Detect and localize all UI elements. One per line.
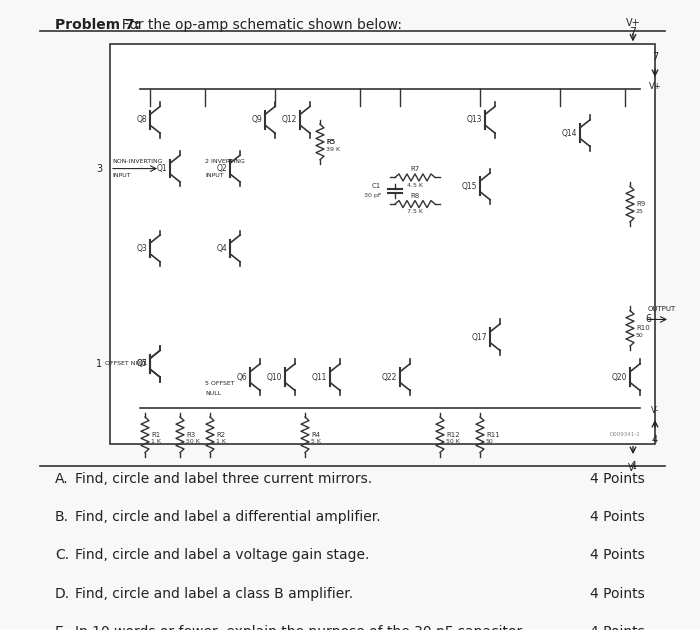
Text: D009341-1: D009341-1 bbox=[609, 432, 640, 437]
Text: R7: R7 bbox=[410, 166, 419, 172]
Text: Find, circle and label a voltage gain stage.: Find, circle and label a voltage gain st… bbox=[75, 548, 370, 563]
Text: Find, circle and label three current mirrors.: Find, circle and label three current mir… bbox=[75, 472, 372, 486]
Text: R4: R4 bbox=[311, 432, 320, 438]
Text: Q3: Q3 bbox=[136, 244, 147, 253]
Text: 6: 6 bbox=[645, 314, 651, 324]
Text: Q7: Q7 bbox=[136, 359, 147, 369]
Text: Q11: Q11 bbox=[312, 372, 327, 382]
Text: INPUT: INPUT bbox=[205, 173, 223, 178]
Text: OUTPUT: OUTPUT bbox=[648, 306, 676, 312]
Text: For the op-amp schematic shown below:: For the op-amp schematic shown below: bbox=[113, 18, 402, 32]
Text: V+: V+ bbox=[626, 18, 641, 28]
Text: V-: V- bbox=[651, 406, 659, 415]
Text: 39 K: 39 K bbox=[326, 147, 340, 152]
Text: 7: 7 bbox=[629, 27, 636, 37]
Text: 4 Points: 4 Points bbox=[590, 548, 645, 563]
Text: R1: R1 bbox=[151, 432, 160, 438]
Text: V+: V+ bbox=[649, 82, 661, 91]
Text: 7: 7 bbox=[652, 52, 658, 62]
Text: Q6: Q6 bbox=[237, 372, 247, 382]
Text: 50 K: 50 K bbox=[186, 439, 200, 444]
Text: Q9: Q9 bbox=[251, 115, 262, 124]
Text: Q5: Q5 bbox=[136, 359, 147, 369]
Text: C.: C. bbox=[55, 548, 69, 563]
Text: 4: 4 bbox=[652, 435, 658, 445]
Text: C1: C1 bbox=[372, 183, 381, 190]
Text: Q4: Q4 bbox=[216, 244, 227, 253]
Text: OFFSET NULL: OFFSET NULL bbox=[105, 362, 147, 366]
Text: R11: R11 bbox=[486, 432, 500, 438]
Text: R5: R5 bbox=[326, 139, 335, 145]
Text: 50 K: 50 K bbox=[446, 439, 460, 444]
Text: Q17: Q17 bbox=[472, 333, 487, 341]
Text: Find, circle and label a differential amplifier.: Find, circle and label a differential am… bbox=[75, 510, 381, 524]
Text: Q1: Q1 bbox=[156, 164, 167, 173]
Text: A.: A. bbox=[55, 472, 69, 486]
Text: R3: R3 bbox=[186, 432, 195, 438]
Text: 3: 3 bbox=[96, 164, 102, 174]
Text: INPUT: INPUT bbox=[112, 173, 131, 178]
Text: R10: R10 bbox=[636, 325, 650, 331]
Text: 1 K: 1 K bbox=[151, 439, 161, 444]
Text: B.: B. bbox=[55, 510, 69, 524]
Text: Q15: Q15 bbox=[461, 182, 477, 191]
Text: Q12: Q12 bbox=[281, 115, 297, 124]
Text: 2 INVERTING: 2 INVERTING bbox=[205, 159, 245, 164]
Text: Q22: Q22 bbox=[382, 372, 397, 382]
Text: 50: 50 bbox=[486, 439, 493, 444]
Text: 30 pF: 30 pF bbox=[363, 193, 381, 198]
Text: 7.5 K: 7.5 K bbox=[407, 209, 423, 214]
Text: R12: R12 bbox=[446, 432, 460, 438]
Text: Q10: Q10 bbox=[267, 372, 282, 382]
Text: Problem 7:: Problem 7: bbox=[55, 18, 140, 32]
Text: 5 OFFSET: 5 OFFSET bbox=[205, 381, 235, 386]
Text: R9: R9 bbox=[636, 201, 645, 207]
Text: R5: R5 bbox=[326, 139, 335, 145]
Text: 25: 25 bbox=[636, 209, 644, 214]
Text: Q20: Q20 bbox=[612, 372, 627, 382]
Text: Q8: Q8 bbox=[136, 115, 147, 124]
Text: 50: 50 bbox=[636, 333, 644, 338]
Text: 4 Points: 4 Points bbox=[590, 587, 645, 600]
Text: Find, circle and label a class B amplifier.: Find, circle and label a class B amplifi… bbox=[75, 587, 353, 600]
Text: 4 Points: 4 Points bbox=[590, 472, 645, 486]
Text: 1 K: 1 K bbox=[216, 439, 226, 444]
Text: E.: E. bbox=[55, 625, 68, 630]
FancyBboxPatch shape bbox=[110, 44, 655, 444]
Text: Q14: Q14 bbox=[561, 129, 577, 137]
Text: D.: D. bbox=[55, 587, 70, 600]
Text: NON-INVERTING: NON-INVERTING bbox=[112, 159, 162, 164]
Text: In 10 words or fewer, explain the purpose of the 30 pF capacitor.: In 10 words or fewer, explain the purpos… bbox=[75, 625, 526, 630]
Text: R2: R2 bbox=[216, 432, 225, 438]
Text: 4.5 K: 4.5 K bbox=[407, 183, 423, 188]
Text: 5 K: 5 K bbox=[311, 439, 321, 444]
Text: NULL: NULL bbox=[205, 391, 221, 396]
Text: Q13: Q13 bbox=[466, 115, 482, 124]
Text: 4: 4 bbox=[629, 461, 636, 471]
Text: V-: V- bbox=[629, 463, 638, 473]
Text: 4 Points: 4 Points bbox=[590, 625, 645, 630]
Text: 1: 1 bbox=[96, 359, 102, 369]
Text: 4 Points: 4 Points bbox=[590, 510, 645, 524]
Text: Q2: Q2 bbox=[216, 164, 227, 173]
Text: R8: R8 bbox=[410, 193, 419, 198]
